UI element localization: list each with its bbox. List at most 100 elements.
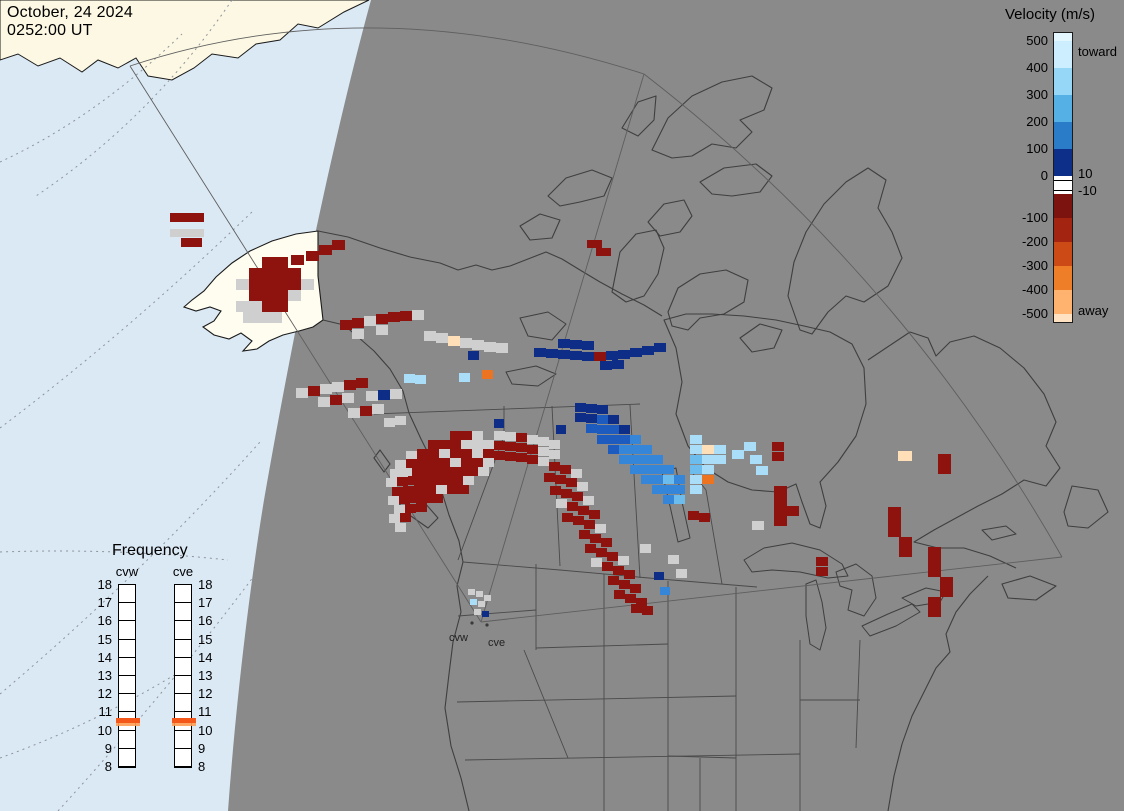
radar-cell — [608, 445, 619, 454]
radar-cell — [928, 597, 941, 607]
radar-cell — [888, 517, 901, 527]
radar-cell — [376, 314, 388, 324]
colorbar-inner-tickline — [1054, 190, 1072, 191]
radar-cell — [774, 496, 787, 506]
radar-cell — [527, 435, 538, 444]
radar-cell — [395, 416, 406, 425]
radar-cell — [496, 343, 508, 353]
colorbar-segment — [1054, 218, 1072, 242]
pacific-coast — [322, 319, 470, 811]
frequency-column-label-cve: cve — [172, 564, 194, 579]
frequency-scale-label: 17 — [97, 595, 112, 611]
radar-site-markers — [470, 621, 489, 627]
radar-cell — [406, 459, 417, 468]
radar-cell — [415, 375, 426, 384]
graticule — [0, 0, 261, 811]
radar-cell — [702, 465, 714, 474]
radar-cell — [470, 599, 477, 605]
radar-cell — [663, 475, 674, 484]
velocity-tick-label: 200 — [1026, 114, 1048, 129]
radar-cell — [625, 594, 636, 603]
radar-cell — [401, 468, 412, 477]
radar-cell — [774, 486, 787, 496]
radar-cell — [527, 455, 538, 464]
frequency-scale-label: 16 — [198, 613, 213, 629]
radar-cell — [538, 447, 549, 456]
land-siberia — [0, 0, 370, 81]
radar-cell — [549, 450, 560, 459]
away-label: away — [1078, 303, 1109, 318]
radar-cell — [494, 419, 504, 428]
timestamp: October, 24 2024 0252:00 UT — [7, 4, 133, 40]
radar-cell — [360, 406, 372, 416]
radar-cell — [262, 268, 275, 279]
radar-cell — [187, 213, 204, 222]
radar-cell — [663, 465, 674, 474]
velocity-tick-label: -200 — [1021, 234, 1048, 249]
lake-ontario — [901, 587, 947, 607]
radar-cell — [412, 467, 423, 476]
radar-cell — [412, 310, 424, 320]
radar-cell — [652, 465, 663, 474]
radar-cell — [642, 346, 654, 355]
radar-cell — [372, 404, 384, 414]
colorbar-segment — [1054, 290, 1072, 314]
lakes — [505, 311, 947, 651]
radar-cell — [516, 453, 527, 462]
radar-cell — [774, 516, 787, 526]
radar-cell — [555, 475, 566, 484]
radar-cell — [752, 521, 764, 530]
radar-cell — [550, 486, 561, 495]
radar-cell — [652, 475, 663, 484]
radar-cell — [406, 451, 417, 460]
radar-cell — [928, 567, 941, 577]
radar-cell — [630, 584, 641, 593]
radar-cell — [461, 431, 472, 440]
radar-cell — [582, 341, 594, 350]
radar-cell — [390, 389, 402, 399]
lake-erie — [861, 603, 921, 637]
frequency-scale-label: 12 — [97, 686, 112, 702]
radar-cell — [170, 213, 187, 222]
radar-cell — [423, 467, 434, 476]
radar-cell — [434, 467, 445, 476]
radar-cell — [641, 465, 652, 474]
radar-cell — [392, 487, 403, 496]
frequency-scale-label: 16 — [97, 613, 112, 629]
radar-cell — [459, 373, 470, 382]
radar-cell — [447, 485, 458, 494]
radar-cell — [348, 408, 360, 418]
colorbar-segment — [1054, 194, 1072, 218]
radar-cell — [424, 331, 436, 341]
radar-cell — [450, 449, 461, 458]
radar-cell — [549, 440, 560, 449]
radar-cell — [187, 229, 204, 237]
radar-cell — [400, 513, 411, 522]
frequency-column-label-cvw: cvw — [115, 564, 139, 579]
radar-cell — [170, 229, 187, 237]
frequency-title: Frequency — [112, 542, 188, 559]
radar-cell — [356, 378, 368, 388]
radar-cell — [417, 449, 428, 458]
frequency-bar-segment — [175, 694, 191, 713]
radar-cell — [558, 350, 570, 359]
frequency-bar-segment — [119, 640, 135, 658]
frequency-bar-segment — [119, 676, 135, 695]
radar-cell — [318, 397, 330, 407]
colorbar-segment — [1054, 242, 1072, 266]
radar-cell — [940, 587, 953, 597]
radar-cell — [608, 435, 619, 444]
radar-cell — [928, 557, 941, 567]
radar-cell — [269, 312, 282, 323]
radar-cell — [596, 248, 611, 256]
radar-cell — [262, 301, 275, 312]
radar-cell — [474, 609, 481, 615]
colorbar-segment — [1054, 95, 1072, 122]
great-bear-lake — [519, 311, 567, 341]
radar-cell — [472, 431, 483, 440]
colorbar-segment — [1054, 33, 1072, 41]
parry-island — [519, 213, 561, 241]
frequency-bar-segment — [119, 603, 135, 622]
frequency-scale-label: 13 — [198, 668, 213, 683]
radar-cell — [786, 506, 799, 516]
